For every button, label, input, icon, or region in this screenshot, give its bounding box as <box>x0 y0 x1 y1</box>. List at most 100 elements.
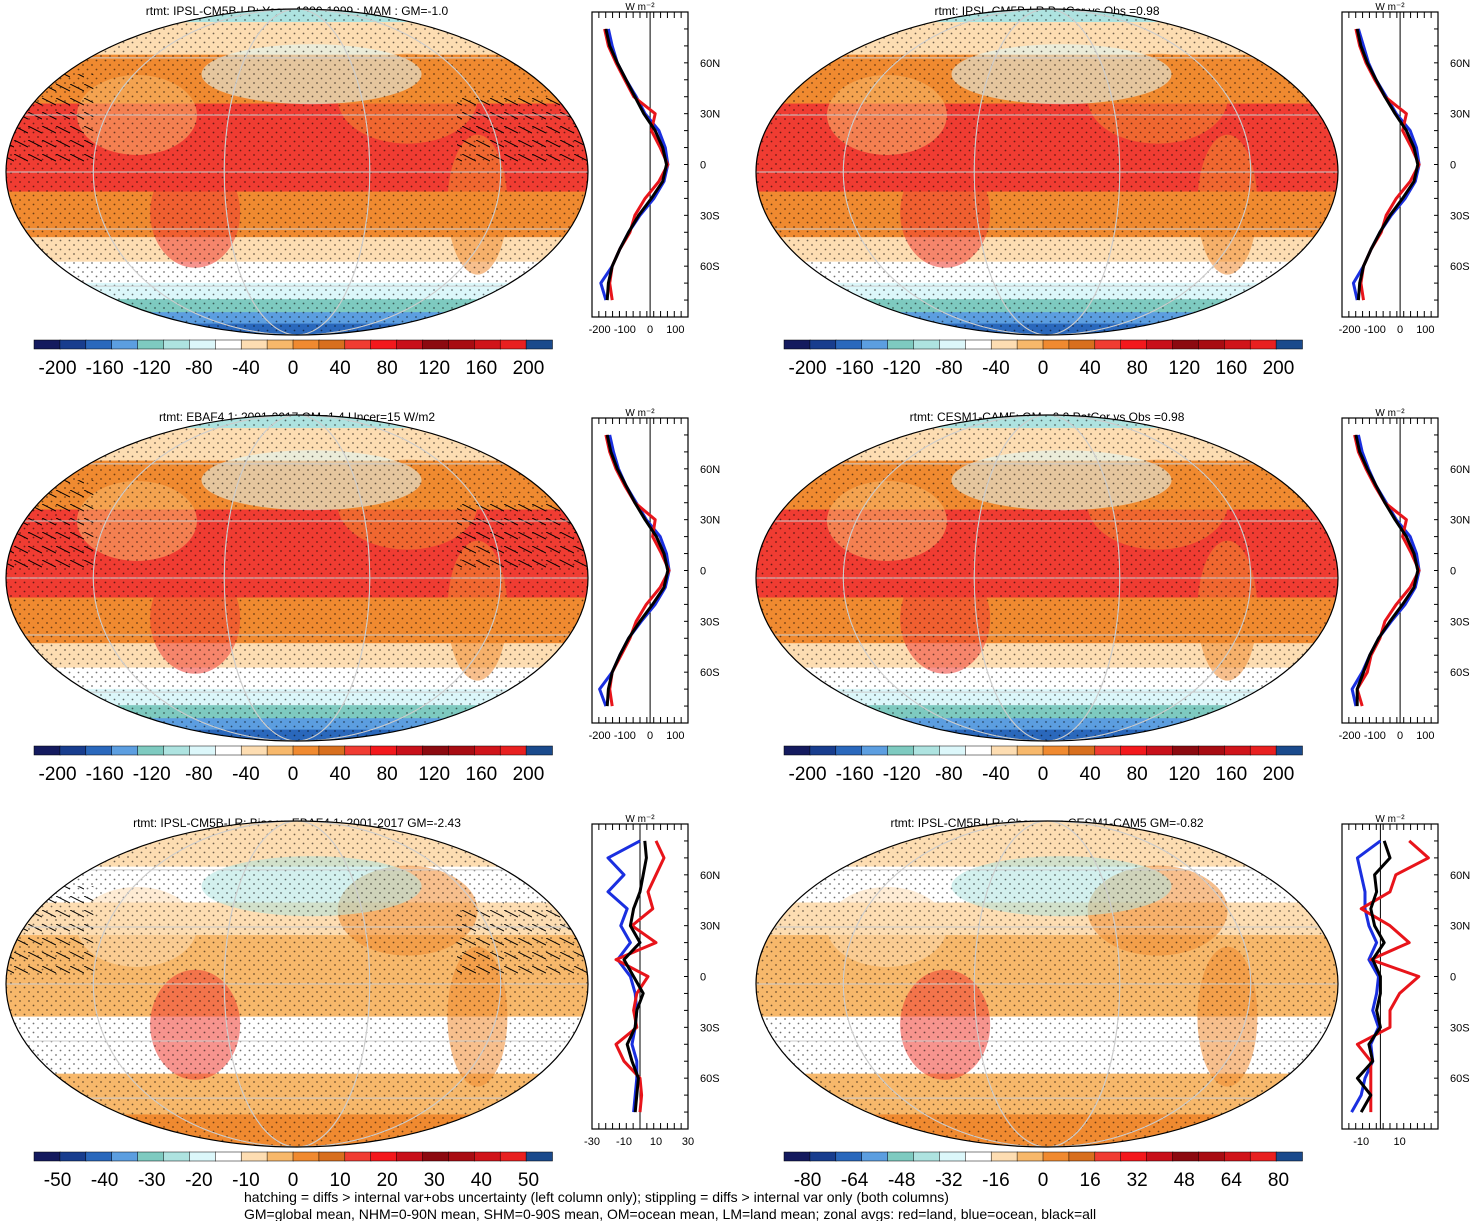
colorbar-swatch <box>474 339 501 350</box>
colorbar-swatch <box>370 1151 398 1162</box>
colorbar-swatch <box>422 339 450 350</box>
colorbar-swatch <box>965 1151 992 1162</box>
colorbar-swatch <box>292 1151 320 1162</box>
series-ocean <box>606 839 641 1113</box>
colorbar-swatch <box>1275 745 1303 756</box>
colorbar-swatch <box>292 339 320 350</box>
lat-tick-label: 60S <box>700 261 720 273</box>
colorbar-label: 16 <box>1080 1170 1101 1191</box>
lat-tick-label: 30S <box>700 210 720 222</box>
map-outline <box>5 414 589 742</box>
colorbar-swatch <box>111 1151 139 1162</box>
colorbar-swatch <box>163 339 191 350</box>
colorbar-swatch <box>939 1151 967 1162</box>
colorbar-swatch <box>1275 339 1303 350</box>
colorbar-swatch <box>525 745 553 756</box>
series-ocean <box>1351 28 1421 301</box>
colorbar-swatch <box>913 339 941 350</box>
colorbar-swatch <box>240 1151 268 1162</box>
panel-1: rtmt: IPSL-CM5B-LR: Years 1980-1999 : MA… <box>5 2 720 379</box>
colorbar-label: 160 <box>1216 358 1248 379</box>
colorbar-label: 50 <box>518 1170 539 1191</box>
colorbar-swatch <box>1120 1151 1148 1162</box>
colorbar-swatch <box>965 339 992 350</box>
colorbar-swatch <box>1224 1151 1251 1162</box>
colorbar-label: 40 <box>471 1170 492 1191</box>
colorbar-swatch <box>783 339 811 350</box>
colorbar-swatch <box>1068 339 1096 350</box>
colorbar-label: 120 <box>418 358 450 379</box>
x-tick-label: -200 <box>589 730 611 742</box>
colorbar-swatch <box>318 745 346 756</box>
colorbar-swatch <box>266 1151 294 1162</box>
colorbar-label: -160 <box>86 358 124 379</box>
colorbar-swatch <box>1146 1151 1174 1162</box>
colorbar-swatch <box>422 745 450 756</box>
x-tick-label: 10 <box>650 1136 662 1148</box>
hatching <box>6 480 94 570</box>
colorbar-swatch <box>887 339 915 350</box>
x-tick-label: 0 <box>1397 324 1403 336</box>
zonal-frame <box>1341 417 1439 724</box>
colorbar-swatch <box>1249 745 1277 756</box>
colorbar-label: -20 <box>185 1170 212 1191</box>
colorbar-swatch <box>1068 745 1096 756</box>
series-ocean <box>1350 434 1421 707</box>
lat-tick-label: 0 <box>1450 160 1456 172</box>
lat-tick-label: 30S <box>1450 210 1470 222</box>
colorbar-swatch <box>396 1151 424 1162</box>
zonal-unit: W m⁻² <box>1375 814 1405 825</box>
lat-tick-label: 30N <box>700 515 720 527</box>
x-tick-label: 100 <box>666 730 684 742</box>
x-tick-label: 100 <box>1416 324 1434 336</box>
lat-tick-label: 60N <box>1450 464 1470 476</box>
colorbar-label: -200 <box>39 358 77 379</box>
colorbar-label: 32 <box>1127 1170 1148 1191</box>
colorbar-swatch <box>474 1151 501 1162</box>
colorbar-label: 40 <box>1080 764 1101 785</box>
colorbar-swatch <box>448 339 476 350</box>
colorbar-swatch <box>1249 339 1277 350</box>
colorbar-swatch <box>240 745 268 756</box>
colorbar-label: -40 <box>232 358 259 379</box>
panel-4: rtmt: CESM1-CAM5: GM=-0.2 PatCor vs Obs … <box>755 408 1470 785</box>
map-outline <box>755 414 1339 742</box>
colorbar-swatch <box>939 339 967 350</box>
colorbar-label: -48 <box>888 1170 915 1191</box>
series-land <box>614 840 666 1113</box>
colorbar-swatch <box>861 1151 889 1162</box>
panel-5: rtmt: IPSL-CM5B-LR: Bias vs EBAF4.1: 200… <box>5 814 720 1191</box>
colorbar-label: 0 <box>1038 764 1049 785</box>
colorbar-swatch <box>1016 745 1044 756</box>
colorbar-label: 200 <box>1263 358 1295 379</box>
colorbar-swatch <box>396 339 424 350</box>
colorbar-label: -50 <box>44 1170 71 1191</box>
colorbar-label: -30 <box>138 1170 165 1191</box>
colorbar-swatch <box>1198 339 1226 350</box>
colorbar-label: -120 <box>883 358 921 379</box>
colorbar-label: 20 <box>377 1170 398 1191</box>
lat-tick-label: 30S <box>700 1022 720 1034</box>
x-tick-label: -200 <box>1339 730 1361 742</box>
colorbar-swatch <box>1016 1151 1044 1162</box>
colorbar-swatch <box>1172 339 1200 350</box>
colorbar-label: 200 <box>513 764 545 785</box>
map-outline <box>5 8 589 336</box>
series-all <box>622 840 648 1113</box>
colorbar-swatch <box>525 339 553 350</box>
colorbar-swatch <box>396 745 424 756</box>
colorbar-swatch <box>163 1151 191 1162</box>
colorbar-label: 10 <box>330 1170 351 1191</box>
colorbar-swatch <box>318 339 346 350</box>
x-tick-label: 100 <box>1416 730 1434 742</box>
colorbar-label: 80 <box>1268 1170 1289 1191</box>
colorbar-label: -200 <box>789 358 827 379</box>
colorbar-swatch <box>137 339 165 350</box>
zonal-unit: W m⁻² <box>1375 2 1405 13</box>
colorbar-swatch <box>85 745 113 756</box>
x-tick-label: -10 <box>616 1136 632 1148</box>
colorbar: -50 -40 -30 -20 -10 0 10 20 30 40 50 <box>33 1151 553 1191</box>
colorbar-swatch <box>163 745 191 756</box>
hatching <box>457 902 588 976</box>
